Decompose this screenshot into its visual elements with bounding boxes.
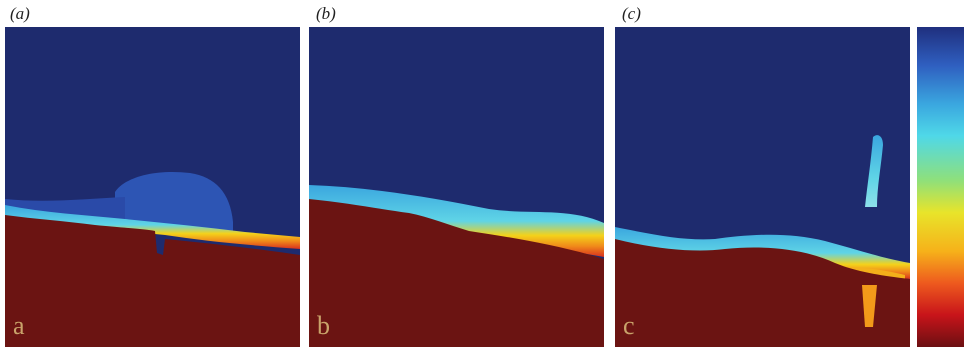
panel-b-label: b [317, 311, 330, 340]
panel-a-label: a [13, 311, 25, 340]
panel-b-image: b [309, 27, 604, 347]
panel-c-label: c [623, 311, 635, 340]
panel-b-caption: (b) [316, 4, 336, 23]
panel-c-image: c [615, 27, 910, 347]
colorbar [917, 27, 964, 347]
panel-a-image: a [5, 27, 300, 347]
panel-c-caption: (c) [622, 4, 641, 23]
panel-a-caption: (a) [10, 4, 30, 23]
